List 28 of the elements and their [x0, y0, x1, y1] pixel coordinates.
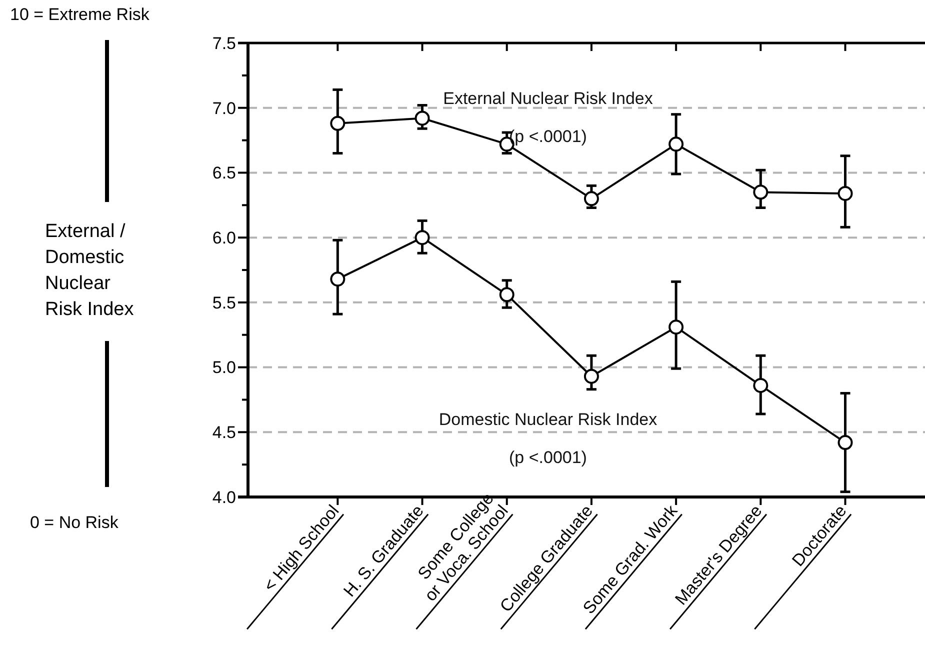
annotation: (p <.0001)	[509, 448, 587, 467]
y-axis-title: External / Domestic Nuclear Risk Index	[45, 221, 134, 320]
annotation: (p <.0001)	[509, 127, 587, 146]
y-tick-label: 4.5	[212, 423, 236, 442]
point	[584, 368, 599, 384]
point	[668, 136, 684, 152]
y-tick-label: 6.5	[212, 164, 236, 183]
point	[838, 435, 853, 450]
y-tick-label: 4.0	[212, 488, 236, 507]
y-tick-label: 7.5	[212, 34, 236, 53]
point	[330, 116, 346, 131]
point	[838, 186, 853, 201]
point	[753, 378, 768, 393]
text: 0 = No Risk	[30, 513, 119, 532]
point	[499, 287, 514, 302]
annotation: Domestic Nuclear Risk Index	[438, 410, 658, 429]
point	[584, 191, 599, 206]
point	[414, 230, 430, 246]
y-tick-label: 5.0	[212, 358, 236, 378]
y-tick-label: 5.5	[212, 293, 236, 312]
annotation: External Nuclear Risk Index	[443, 89, 654, 108]
y-tick-label: 6.0	[212, 228, 236, 248]
point	[668, 320, 684, 335]
point	[753, 184, 768, 200]
y-tick-label: 7.0	[212, 98, 236, 118]
point	[414, 110, 430, 126]
point	[330, 272, 346, 287]
text: 10 = Extreme Risk	[10, 5, 150, 24]
